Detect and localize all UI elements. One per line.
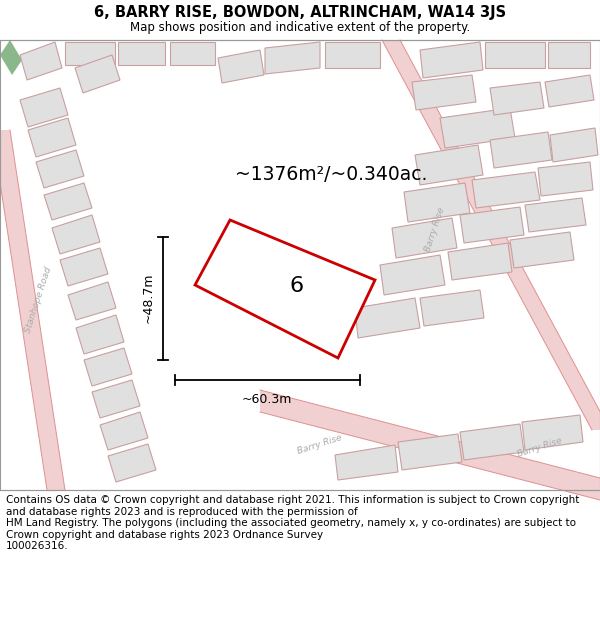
Polygon shape <box>472 172 540 208</box>
Polygon shape <box>170 42 215 65</box>
Polygon shape <box>525 198 586 232</box>
Polygon shape <box>65 42 115 65</box>
Polygon shape <box>460 424 524 460</box>
Polygon shape <box>460 207 524 243</box>
Polygon shape <box>420 42 483 78</box>
Polygon shape <box>355 298 420 338</box>
Polygon shape <box>75 55 120 93</box>
Bar <box>0 490 600 625</box>
Polygon shape <box>20 42 62 80</box>
Polygon shape <box>420 290 484 326</box>
Polygon shape <box>84 348 132 386</box>
Polygon shape <box>20 88 68 127</box>
Polygon shape <box>490 82 544 115</box>
Polygon shape <box>118 42 165 65</box>
Polygon shape <box>108 444 156 482</box>
Polygon shape <box>0 40 22 75</box>
Polygon shape <box>550 128 598 162</box>
Text: Barry Rise: Barry Rise <box>517 436 563 459</box>
Polygon shape <box>448 243 512 280</box>
Polygon shape <box>548 42 590 68</box>
Polygon shape <box>36 150 84 188</box>
Polygon shape <box>0 130 65 490</box>
Polygon shape <box>510 232 574 268</box>
Text: ~48.7m: ~48.7m <box>142 272 155 323</box>
Bar <box>0 40 600 490</box>
Text: Barry Rise: Barry Rise <box>296 434 343 456</box>
Bar <box>0 0 600 40</box>
Bar <box>0 40 600 490</box>
Polygon shape <box>325 42 380 68</box>
Polygon shape <box>538 162 593 196</box>
Polygon shape <box>490 132 552 168</box>
Polygon shape <box>392 218 457 258</box>
Text: Stanhope Road: Stanhope Road <box>23 266 53 334</box>
Polygon shape <box>100 412 148 450</box>
Polygon shape <box>260 390 600 500</box>
Text: Map shows position and indicative extent of the property.: Map shows position and indicative extent… <box>130 21 470 34</box>
Polygon shape <box>195 220 375 358</box>
Polygon shape <box>265 42 320 74</box>
Polygon shape <box>44 183 92 220</box>
Polygon shape <box>415 145 483 185</box>
Polygon shape <box>68 282 116 320</box>
Text: Contains OS data © Crown copyright and database right 2021. This information is : Contains OS data © Crown copyright and d… <box>6 495 580 551</box>
Polygon shape <box>545 75 594 107</box>
Polygon shape <box>485 42 545 68</box>
Polygon shape <box>382 40 600 430</box>
Polygon shape <box>28 118 76 157</box>
Polygon shape <box>335 445 398 480</box>
Polygon shape <box>440 108 515 148</box>
Polygon shape <box>52 215 100 254</box>
Polygon shape <box>522 415 583 450</box>
Text: ~60.3m: ~60.3m <box>242 393 292 406</box>
Polygon shape <box>404 183 470 222</box>
Text: 6: 6 <box>289 276 304 296</box>
Polygon shape <box>60 248 108 286</box>
Text: ~1376m²/~0.340ac.: ~1376m²/~0.340ac. <box>235 166 427 184</box>
Text: 6, BARRY RISE, BOWDON, ALTRINCHAM, WA14 3JS: 6, BARRY RISE, BOWDON, ALTRINCHAM, WA14 … <box>94 6 506 21</box>
Polygon shape <box>76 315 124 354</box>
Text: Barry Rise: Barry Rise <box>424 206 446 254</box>
Polygon shape <box>92 380 140 418</box>
Polygon shape <box>398 434 462 470</box>
Polygon shape <box>412 75 476 110</box>
Polygon shape <box>218 50 264 83</box>
Polygon shape <box>380 255 445 295</box>
